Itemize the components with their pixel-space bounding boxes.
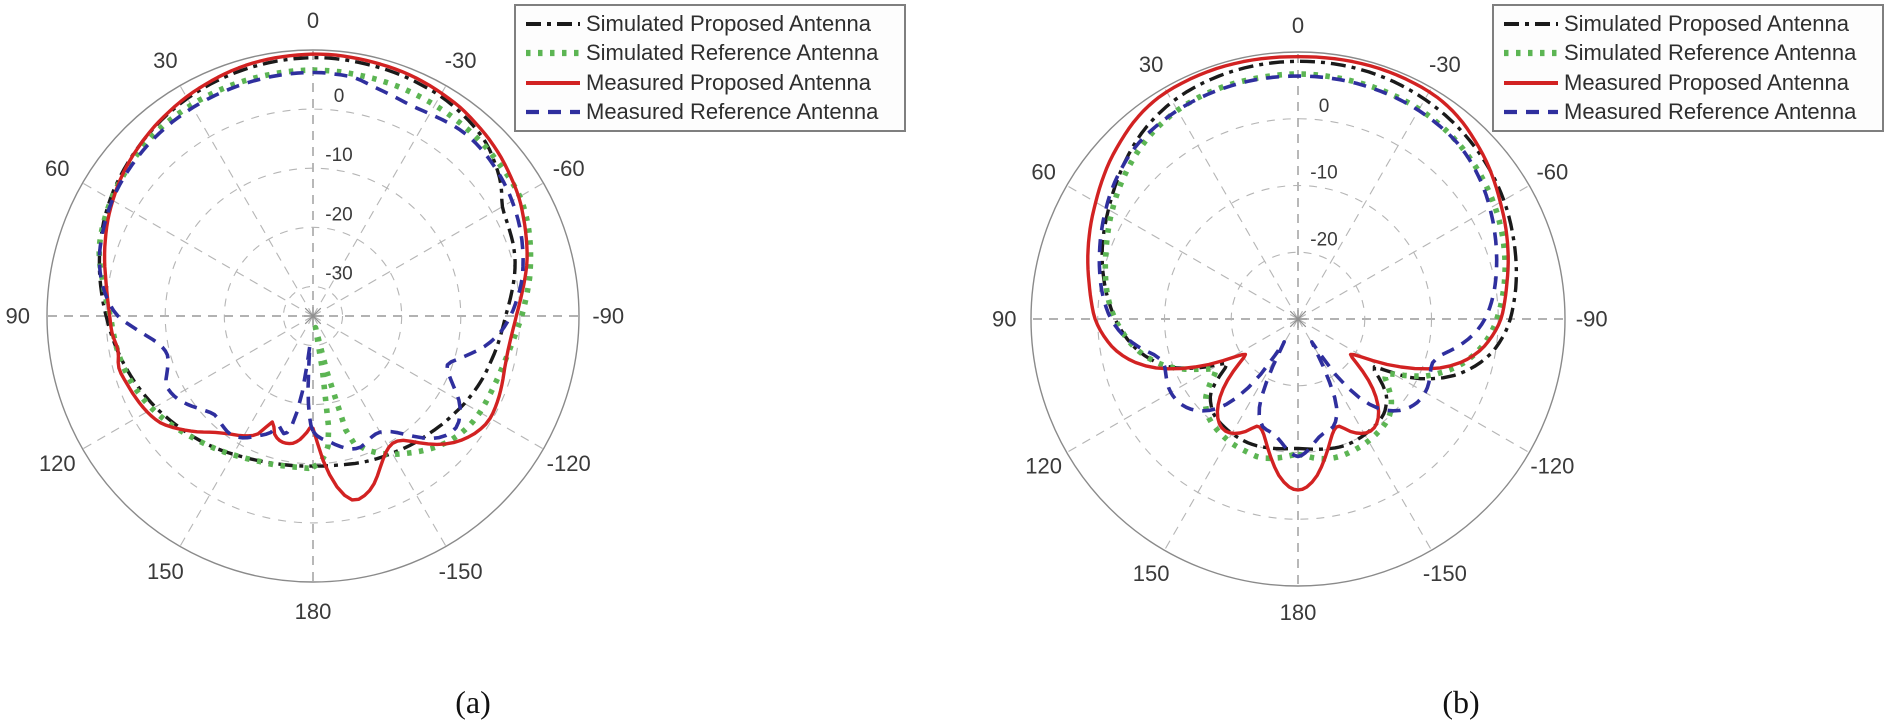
angle-tick-label: -30 [1429, 52, 1461, 77]
radial-tick-label: -10 [1310, 163, 1337, 184]
angle-tick-label: 0 [307, 8, 319, 33]
grid-spoke [1066, 185, 1299, 320]
legend-item-label: Simulated Reference Antenna [1564, 40, 1857, 66]
radial-tick-label: -10 [325, 145, 352, 166]
polar-grid-a [46, 49, 580, 583]
caption-subfigure-b: (b) [1442, 684, 1480, 720]
series-simulated-reference-antenna-b [1102, 71, 1508, 462]
grid-spoke [312, 182, 544, 317]
angle-tick-label: 60 [1031, 160, 1055, 185]
outer-circle [46, 49, 580, 583]
radial-tick-label: -30 [325, 263, 352, 284]
series-measured-reference-antenna-a [97, 70, 525, 451]
legend-item: Measured Proposed Antenna [1502, 69, 1876, 97]
angle-tick-label: 150 [1133, 561, 1170, 586]
angle-tick-label: -120 [1530, 453, 1574, 478]
legend-item-label: Simulated Proposed Antenna [1564, 10, 1849, 36]
legend-item: Measured Reference Antenna [524, 98, 898, 126]
legend-item-label: Measured Reference Antenna [1564, 99, 1857, 125]
radial-tick-label: 0 [334, 86, 345, 107]
series-measured-proposed-antenna-a [102, 52, 529, 502]
series-measured-reference-antenna-b [1097, 74, 1499, 459]
legend-item: Simulated Proposed Antenna [524, 10, 898, 38]
solid-line-sample-icon [1504, 80, 1558, 85]
polar-chart-a: 0 30 60 90 120 150 180 -150 -120 -90 -60 -30 0 -10 -20… [5, 8, 624, 624]
angle-tick-label: 150 [147, 559, 184, 584]
grid-spoke [1297, 87, 1432, 320]
dashed-line-sample-icon [526, 110, 580, 115]
series-measured-proposed-antenna-b [1086, 55, 1510, 492]
grid-ring [164, 167, 462, 465]
caption-subfigure-a: (a) [455, 684, 491, 720]
legend-plot-b: Simulated Proposed Antenna Simulated Ref… [1492, 4, 1884, 132]
center-marker-icon [1287, 308, 1309, 330]
legend-item: Simulated Reference Antenna [1502, 39, 1876, 67]
legend-plot-a: Simulated Proposed Antenna Simulated Ref… [514, 4, 906, 132]
grid-ring [282, 285, 344, 347]
grid-spoke [82, 182, 314, 317]
grid-spoke [82, 315, 314, 450]
angle-tick-label: 90 [5, 304, 29, 329]
dashed-line-sample-icon [1504, 110, 1558, 115]
series-simulated-proposed-antenna-b [1100, 59, 1519, 451]
angle-tick-label: 180 [295, 599, 332, 624]
polar-chart-b: 0 30 60 90 120 150 180 -150 -120 -90 -60 -30 0 -10 -20 [992, 13, 1608, 625]
angle-tick-label: -60 [553, 156, 585, 181]
legend-item-label: Simulated Proposed Antenna [586, 10, 871, 36]
angle-tick-label: 30 [1139, 52, 1163, 77]
dotted-line-sample-icon [1504, 50, 1558, 57]
dashdot-line-sample-icon [1504, 21, 1558, 26]
angle-tick-label: -30 [445, 48, 477, 73]
grid-spoke [179, 315, 314, 547]
angle-tick-label: 0 [1292, 13, 1304, 38]
grid-ring [1163, 184, 1433, 454]
legend-item-label: Measured Proposed Antenna [1564, 69, 1849, 95]
angle-tick-label: -150 [439, 559, 483, 584]
angle-tick-label: 60 [45, 156, 69, 181]
grid-ring [105, 108, 521, 524]
legend-item: Measured Reference Antenna [1502, 98, 1876, 126]
legend-item-label: Simulated Reference Antenna [586, 40, 879, 66]
angle-tick-label: 90 [992, 307, 1016, 332]
center-marker-icon [302, 305, 324, 327]
angle-tick-label: -150 [1423, 561, 1467, 586]
series-simulated-reference-antenna-a [96, 67, 534, 472]
angle-tick-label: 120 [39, 451, 76, 476]
angle-tick-label: -90 [592, 304, 624, 329]
angle-tick-label: -120 [547, 451, 591, 476]
legend-item: Simulated Reference Antenna [524, 39, 898, 67]
grid-spoke [1066, 318, 1299, 453]
legend-item-label: Measured Reference Antenna [586, 99, 879, 125]
grid-ring [223, 226, 403, 406]
dotted-line-sample-icon [526, 50, 580, 57]
angle-tick-label: 120 [1025, 453, 1062, 478]
angle-tick-label: 180 [1280, 600, 1317, 625]
solid-line-sample-icon [526, 80, 580, 85]
legend-item: Simulated Proposed Antenna [1502, 10, 1876, 38]
series-simulated-proposed-antenna-a [97, 56, 517, 468]
angle-tick-label: -90 [1576, 307, 1608, 332]
grid-spoke [312, 85, 447, 317]
angle-tick-label: -60 [1536, 160, 1568, 185]
grid-ring [1230, 251, 1366, 387]
radial-tick-label: -20 [325, 204, 352, 225]
grid-spoke [312, 315, 544, 450]
radial-tick-label: -20 [1310, 229, 1337, 250]
radial-tick-label: 0 [1319, 96, 1330, 117]
grid-spoke [179, 85, 314, 317]
angle-tick-label: 30 [153, 48, 177, 73]
dashdot-line-sample-icon [526, 21, 580, 26]
legend-item-label: Measured Proposed Antenna [586, 69, 871, 95]
outer-circle [1030, 51, 1566, 587]
legend-item: Measured Proposed Antenna [524, 69, 898, 97]
grid-spoke [1164, 87, 1299, 320]
